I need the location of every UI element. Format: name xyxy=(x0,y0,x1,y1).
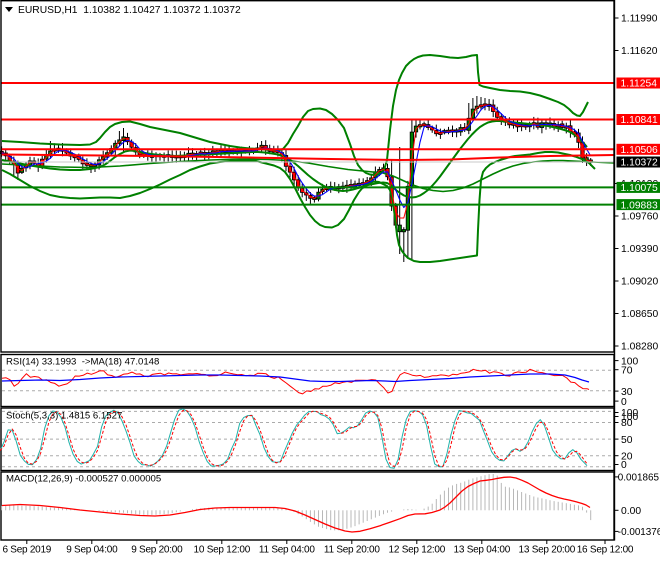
svg-text:1.09883: 1.09883 xyxy=(621,200,658,211)
svg-text:1.10075: 1.10075 xyxy=(621,183,658,194)
svg-text:50: 50 xyxy=(621,435,633,446)
svg-text:9 Sep 20:00: 9 Sep 20:00 xyxy=(131,545,183,556)
svg-text:1.10841: 1.10841 xyxy=(621,115,658,126)
svg-text:1.09760: 1.09760 xyxy=(621,212,658,223)
svg-text:1.09390: 1.09390 xyxy=(621,244,658,255)
svg-text:0: 0 xyxy=(621,397,627,408)
svg-text:11 Sep 20:00: 11 Sep 20:00 xyxy=(324,545,380,556)
svg-text:EURUSD,H1 1.10382 1.10427 1.1: EURUSD,H1 1.10382 1.10427 1.10372 1.1037… xyxy=(18,5,241,16)
svg-text:80: 80 xyxy=(621,418,633,429)
svg-text:13 Sep 04:00: 13 Sep 04:00 xyxy=(454,545,511,556)
svg-text:1.09020: 1.09020 xyxy=(621,277,658,288)
svg-text:16 Sep 12:00: 16 Sep 12:00 xyxy=(577,545,634,556)
svg-text:1.11254: 1.11254 xyxy=(621,79,658,90)
svg-text:9 Sep 04:00: 9 Sep 04:00 xyxy=(66,545,118,556)
svg-text:1.11990: 1.11990 xyxy=(621,14,658,25)
svg-text:6 Sep 2019: 6 Sep 2019 xyxy=(2,545,51,556)
svg-text:1.10372: 1.10372 xyxy=(621,158,658,169)
svg-text:10 Sep 12:00: 10 Sep 12:00 xyxy=(194,545,251,556)
svg-text:1.10506: 1.10506 xyxy=(621,145,658,156)
svg-text:1.08280: 1.08280 xyxy=(621,342,658,353)
svg-text:RSI(14) 33.1993 ->MA(18) 47.0: RSI(14) 33.1993 ->MA(18) 47.0148 xyxy=(6,357,159,368)
svg-text:13 Sep 20:00: 13 Sep 20:00 xyxy=(519,545,576,556)
svg-text:Stoch(5,3,3) 1.4815 6.1527: Stoch(5,3,3) 1.4815 6.1527 xyxy=(6,411,122,422)
svg-text:0.001865: 0.001865 xyxy=(618,473,660,484)
svg-text:1.11620: 1.11620 xyxy=(621,46,658,57)
svg-text:1.08650: 1.08650 xyxy=(621,309,658,320)
svg-text:MACD(12,26,9) -0.000527 0.0000: MACD(12,26,9) -0.000527 0.000005 xyxy=(6,474,161,485)
svg-text:11 Sep 04:00: 11 Sep 04:00 xyxy=(259,545,315,556)
svg-text:-0.001376: -0.001376 xyxy=(618,527,660,538)
svg-text:0.00: 0.00 xyxy=(621,506,641,517)
svg-text:0: 0 xyxy=(621,460,627,471)
svg-text:12 Sep 12:00: 12 Sep 12:00 xyxy=(389,545,446,556)
svg-text:70: 70 xyxy=(621,365,633,376)
